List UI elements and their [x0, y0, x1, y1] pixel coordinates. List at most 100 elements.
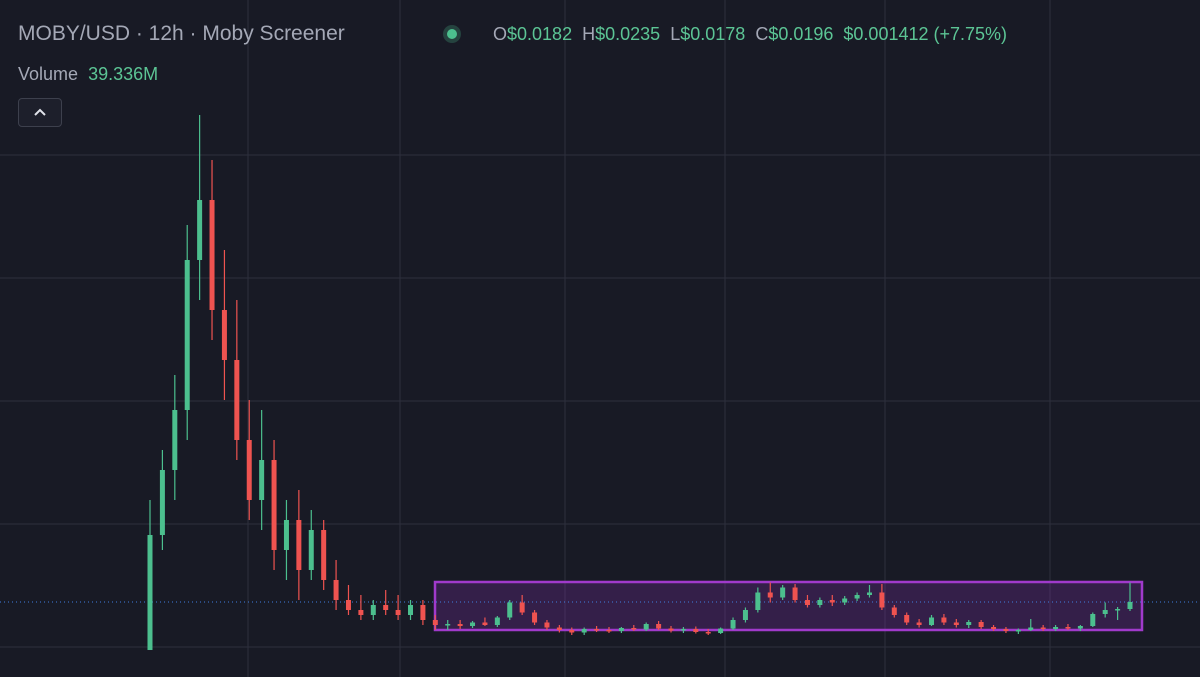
candle-body	[1115, 609, 1121, 611]
candle-body	[544, 622, 550, 628]
candle-body	[184, 260, 190, 410]
candle-body	[594, 629, 600, 631]
change: $0.001412 (+7.75%)	[843, 24, 1008, 44]
candle-body	[532, 612, 538, 623]
candle-body	[1065, 627, 1071, 629]
status-dot	[447, 29, 457, 39]
candle-body	[854, 595, 860, 599]
candle-body	[234, 360, 240, 440]
candle-body	[1077, 626, 1083, 629]
candle-body	[370, 605, 376, 615]
candle-body	[792, 587, 798, 600]
candle-body	[296, 520, 302, 570]
candle-body	[470, 622, 476, 626]
volume-label: Volume	[18, 64, 79, 84]
candle-body	[556, 627, 562, 630]
ohlc-key: O	[493, 24, 508, 44]
ohlc-value: $0.0178	[680, 24, 746, 44]
candle-body	[420, 605, 426, 620]
candle-body	[618, 628, 624, 631]
candle-body	[916, 622, 922, 625]
candle-body	[817, 600, 823, 605]
ohlc-key: H	[582, 24, 596, 44]
candle-body	[643, 624, 649, 630]
candle-body	[656, 624, 662, 629]
candle-body	[829, 600, 835, 603]
candle-body	[271, 460, 277, 550]
candle-body	[767, 592, 773, 598]
ohlc-value: $0.0182	[507, 24, 573, 44]
candle-body	[395, 610, 401, 615]
candle-body	[866, 592, 872, 595]
candle-body	[1015, 630, 1021, 632]
candle-body	[668, 628, 674, 631]
candle-body	[680, 629, 686, 631]
candle-body	[482, 622, 488, 625]
candle-body	[333, 580, 339, 600]
candle-body	[804, 600, 810, 605]
candle-body	[321, 530, 327, 580]
candle-body	[904, 615, 910, 623]
candle-body	[966, 622, 972, 625]
candle-body	[1127, 602, 1133, 609]
candle-body	[494, 617, 500, 625]
candle-body	[780, 587, 786, 598]
candle-body	[1028, 627, 1034, 630]
collapse-button[interactable]	[18, 98, 62, 127]
candle-body	[383, 605, 389, 610]
ohlc-legend: O$0.0182 H$0.0235 L$0.0178 C$0.0196 $0.0…	[493, 24, 1007, 45]
candle-body	[1102, 610, 1108, 614]
candle-body	[879, 592, 885, 608]
candle-body	[941, 617, 947, 623]
candle-body	[755, 592, 761, 610]
candle-body	[631, 628, 637, 630]
candle-body	[432, 620, 438, 625]
candle-body	[259, 460, 265, 500]
candle-body	[730, 620, 736, 629]
candle-body	[445, 624, 451, 626]
candle-body	[929, 617, 935, 625]
candle-body	[1090, 614, 1096, 626]
candle-body	[507, 602, 513, 618]
volume: Volume 39.336M	[18, 64, 158, 85]
candle-body	[408, 605, 414, 615]
candle-body	[718, 628, 724, 633]
candle-body	[569, 630, 575, 633]
chevron-icon	[34, 108, 46, 116]
candle-body	[209, 200, 215, 310]
candle-body	[358, 610, 364, 615]
candle-body	[978, 622, 984, 627]
candle-body	[581, 629, 587, 633]
candle-body	[742, 610, 748, 620]
candle-body	[147, 535, 153, 650]
candle-body	[991, 627, 997, 629]
candle-body	[345, 600, 351, 610]
candle-body	[519, 602, 525, 613]
candle-body	[197, 200, 203, 260]
ohlc-value: $0.0235	[595, 24, 661, 44]
range-box	[433, 580, 1144, 632]
candle-body	[1053, 627, 1059, 629]
ohlc-key: C	[755, 24, 769, 44]
candle-body	[693, 629, 699, 632]
candle-body	[308, 530, 314, 570]
candle-body	[1040, 627, 1046, 629]
candle-body	[891, 607, 897, 615]
volume-value: 39.336M	[88, 64, 159, 84]
ohlc-key: L	[670, 24, 681, 44]
candle-body	[953, 622, 959, 625]
ohlc-value: $0.0196	[768, 24, 834, 44]
candle-body	[1003, 629, 1009, 631]
candle-body	[172, 410, 178, 470]
candle-body	[705, 632, 711, 634]
candles	[0, 115, 1200, 650]
candle-body	[457, 624, 463, 626]
candle-body	[246, 440, 252, 500]
candle-body	[283, 520, 289, 550]
chart-title: MOBY/USD · 12h · Moby Screener	[18, 22, 345, 45]
candle-body	[842, 598, 848, 603]
candle-body	[159, 470, 165, 535]
